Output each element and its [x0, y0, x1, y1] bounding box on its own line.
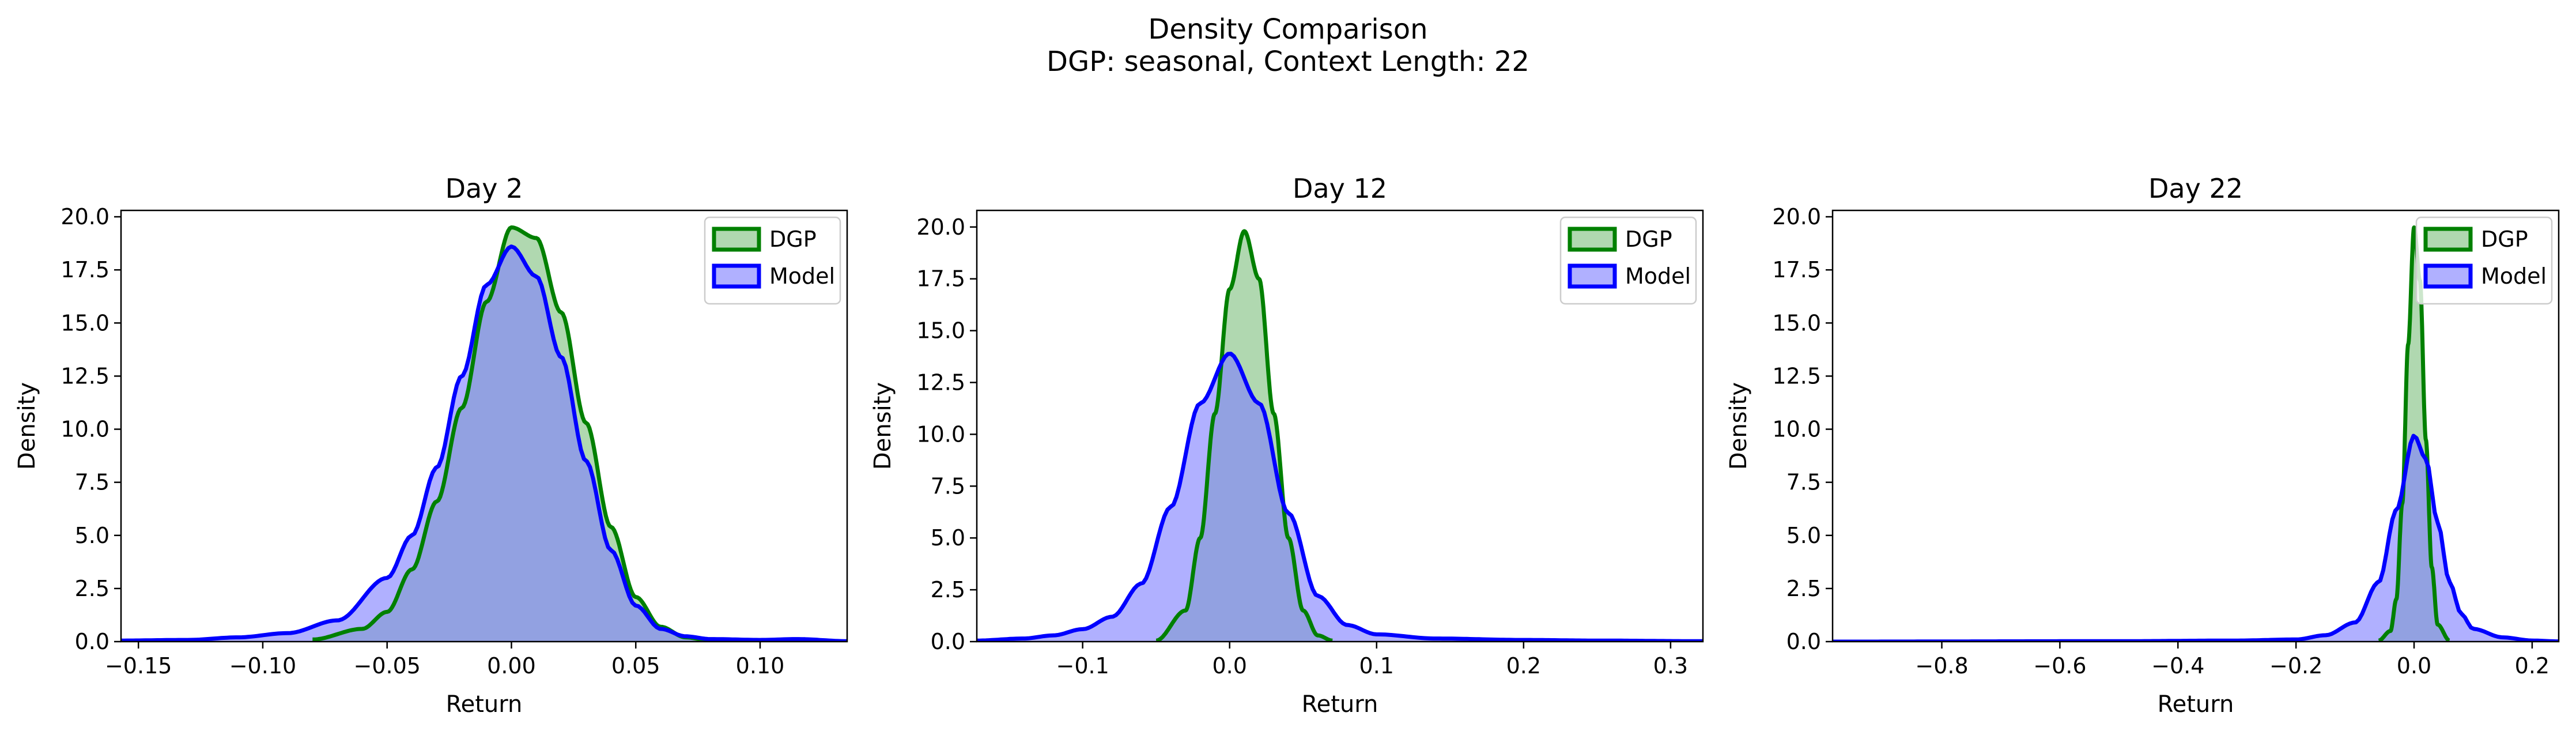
series-line-model: [121, 244, 847, 642]
axes-frame: [1831, 209, 2560, 643]
series-fill-model: [1833, 436, 2559, 642]
axes-frame: [120, 209, 848, 643]
y-tick-label: 10.0: [1772, 417, 1821, 442]
y-tick-label: 2.5: [1786, 576, 1821, 601]
x-tick-label: −0.6: [2033, 653, 2086, 679]
y-tick-label: 20.0: [916, 214, 965, 240]
y-tick-label: 17.5: [916, 266, 965, 292]
x-tick-label: 0.2: [1506, 653, 1541, 679]
legend-label-model: Model: [2481, 263, 2547, 289]
legend: DGP Model: [704, 216, 841, 305]
x-tick-label: 0.05: [611, 653, 660, 679]
x-tick-label: 0.2: [2515, 653, 2549, 679]
y-tick-label: 0.0: [1786, 629, 1821, 654]
legend-swatch-model: [2423, 263, 2473, 289]
y-tick-label: 12.5: [1772, 363, 1821, 389]
figure-title: Density Comparison: [1148, 13, 1428, 46]
legend-label-model: Model: [769, 263, 835, 289]
y-tick-label: 7.5: [1786, 470, 1821, 495]
subplot-title: Day 12: [1293, 173, 1387, 204]
plot-area: [121, 225, 847, 642]
x-tick-label: −0.1: [1056, 653, 1109, 679]
y-tick-label: 15.0: [916, 318, 965, 344]
series-line-model: [977, 352, 1703, 642]
y-tick-label: 10.0: [916, 421, 965, 447]
y-tick-label: 15.0: [1772, 310, 1821, 336]
series-line-dgp: [1154, 229, 1334, 642]
figure-subtitle: DGP: seasonal, Context Length: 22: [1047, 46, 1529, 78]
y-tick-label: 7.5: [931, 473, 965, 499]
y-tick-label: 12.5: [916, 370, 965, 395]
x-tick-label: −0.8: [1915, 653, 1968, 679]
x-tick-label: 0.0: [1212, 653, 1247, 679]
y-tick-label: 10.0: [61, 417, 109, 442]
y-tick-label: 2.5: [75, 576, 109, 601]
x-axis-label: Return: [1302, 691, 1378, 718]
subplot-2: −0.1 0.0 0.1 0.2 0.3 0.0 2.5 5.0 7.5 10.0 12.5 15.0…: [870, 173, 1704, 718]
x-tick-label: −0.10: [229, 653, 296, 679]
subplot-title: Day 2: [445, 173, 523, 204]
y-axis-label: Density: [1725, 382, 1752, 470]
subplot-1: −0.15 −0.10 −0.05 0.00 0.05 0.10 0.0 2.5 5.0 7.5 1…: [14, 173, 848, 718]
y-tick-label: 17.5: [1772, 257, 1821, 282]
legend-label-model: Model: [1625, 263, 1691, 289]
legend-swatch-model: [1567, 263, 1617, 289]
subplot-title: Day 22: [2148, 173, 2243, 204]
y-tick-label: 5.0: [931, 525, 965, 551]
x-tick-label: 0.1: [1359, 653, 1394, 679]
x-axis-label: Return: [446, 691, 523, 718]
y-tick-label: 5.0: [75, 523, 109, 548]
x-tick-label: −0.2: [2269, 653, 2322, 679]
y-tick-label: 15.0: [61, 310, 109, 336]
legend: DGP Model: [1559, 216, 1697, 305]
y-tick-label: 0.0: [75, 629, 109, 654]
legend: DGP Model: [2415, 216, 2553, 305]
plot-area: [977, 229, 1703, 642]
legend-label-dgp: DGP: [2481, 227, 2528, 252]
legend-label-dgp: DGP: [769, 227, 817, 252]
y-axis-label: Density: [870, 382, 896, 470]
x-tick-label: −0.4: [2151, 653, 2204, 679]
series-fill-model: [121, 246, 847, 642]
legend-swatch-dgp: [2423, 227, 2473, 252]
x-axis-label: Return: [2158, 691, 2234, 718]
legend-swatch-model: [712, 263, 761, 289]
y-tick-label: 17.5: [61, 257, 109, 282]
y-tick-label: 20.0: [61, 204, 109, 229]
x-tick-label: 0.10: [736, 653, 785, 679]
x-tick-label: −0.05: [353, 653, 420, 679]
y-tick-label: 2.5: [931, 577, 965, 602]
y-tick-label: 7.5: [75, 470, 109, 495]
y-tick-label: 12.5: [61, 363, 109, 389]
axes-frame: [976, 209, 1704, 643]
y-axis-label: Density: [14, 382, 40, 470]
series-line-dgp: [312, 225, 711, 642]
x-tick-label: −0.15: [105, 653, 172, 679]
legend-swatch-dgp: [1567, 227, 1617, 252]
subplot-3: −0.8 −0.6 −0.4 −0.2 0.0 0.2 0.0 2.5 5.0 7.5 10.0 12…: [1725, 173, 2560, 718]
y-tick-label: 0.0: [931, 629, 965, 654]
series-line-dgp: [2377, 225, 2452, 642]
x-tick-label: 0.3: [1653, 653, 1688, 679]
x-tick-label: 0.0: [2397, 653, 2431, 679]
x-tick-label: 0.00: [487, 653, 536, 679]
series-fill-model: [977, 353, 1703, 642]
legend-label-dgp: DGP: [1625, 227, 1672, 252]
legend-swatch-dgp: [712, 227, 761, 252]
y-tick-label: 5.0: [1786, 523, 1821, 548]
y-tick-label: 20.0: [1772, 204, 1821, 229]
